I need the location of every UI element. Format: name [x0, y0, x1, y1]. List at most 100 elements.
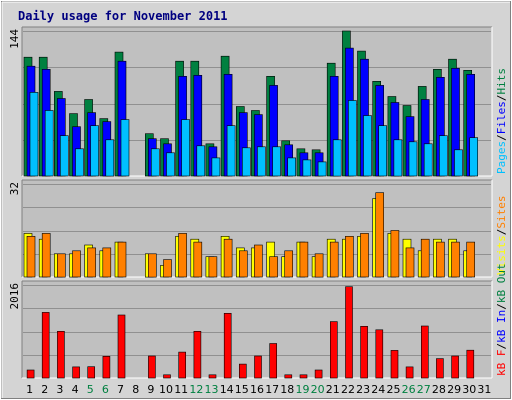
bar-pages-day-9	[151, 148, 160, 177]
x-tick-label: 31	[477, 383, 491, 396]
y-axis-max-label: 144	[8, 29, 21, 49]
bar-kb-f-day-13	[208, 374, 217, 379]
x-tick-label: 25	[387, 383, 401, 396]
bar-kb-f-day-1	[26, 369, 35, 379]
bar-pages-day-29	[454, 149, 463, 177]
bar-sites-day-5	[87, 247, 96, 278]
bar-pages-day-4	[75, 148, 84, 177]
x-tick-label: 17	[265, 383, 279, 396]
x-tick-label: 14	[220, 383, 234, 396]
x-tick-label: 20	[311, 383, 325, 396]
x-tick-label: 10	[159, 383, 173, 396]
bar-sites-day-11	[178, 233, 187, 278]
bar-kb-f-day-30	[466, 349, 475, 379]
x-tick-label: 7	[117, 383, 124, 396]
bar-kb-f-day-25	[390, 350, 399, 379]
bar-pages-day-22	[348, 100, 357, 177]
legend-separator: /	[495, 134, 508, 141]
bar-kb-f-day-24	[375, 329, 384, 379]
bar-kb-f-day-9	[148, 355, 156, 379]
legend-entry: kB In	[495, 310, 508, 343]
bar-pages-day-20	[317, 161, 327, 177]
chart-panels: 144Pages/Files/Hits32Visits/Sites2016kB …	[8, 26, 508, 379]
bar-sites-day-1	[26, 236, 36, 278]
legend-entry: Hits	[495, 68, 508, 95]
bar-pages-day-24	[378, 125, 388, 177]
bar-pages-day-23	[363, 115, 372, 177]
bar-pages-day-15	[242, 147, 251, 177]
bar-sites-day-16	[254, 244, 263, 278]
legend-separator: /	[495, 229, 508, 236]
bar-sites-day-20	[314, 253, 324, 278]
x-tick-label: 5	[87, 383, 94, 396]
bar-kb-f-day-10	[163, 374, 171, 379]
bar-sites-day-21	[329, 241, 339, 278]
bar-sites-day-26	[405, 247, 415, 278]
bar-kb-f-day-23	[360, 325, 368, 379]
bar-pages-day-25	[393, 139, 403, 177]
legend-entry: Files	[495, 101, 508, 134]
bar-sites-day-17	[269, 256, 278, 278]
x-tick-label: 19	[296, 383, 310, 396]
x-axis-labels: 1 2 3 4 5 6 7 8 9 10 11 12 13 14 15 16 17 18 19 20 21 22 23 24 2…	[26, 383, 491, 396]
x-tick-label: 13	[205, 383, 219, 396]
bar-sites-day-10	[163, 259, 172, 278]
legend-separator: /	[495, 303, 508, 310]
bar-sites-day-25	[390, 230, 400, 278]
bar-kb-f-day-4	[72, 366, 80, 379]
bar-sites-day-13	[208, 256, 218, 278]
x-tick-label: 30	[462, 383, 476, 396]
bar-kb-f-day-11	[178, 351, 186, 379]
panel-legend: Visits/Sites	[495, 196, 508, 276]
bar-sites-day-24	[375, 192, 385, 278]
bar-kb-f-day-15	[239, 363, 247, 379]
bar-kb-f-day-17	[269, 343, 278, 379]
bar-sites-day-14	[223, 238, 233, 278]
bar-pages-day-2	[44, 110, 54, 177]
legend-entry: Pages	[495, 141, 508, 174]
bar-kb-f-day-6	[102, 355, 111, 379]
x-tick-label: 6	[102, 383, 109, 396]
bar-pages-day-1	[29, 92, 39, 177]
bar-kb-f-day-22	[345, 286, 353, 379]
bar-pages-day-5	[90, 125, 99, 177]
bar-pages-day-12	[196, 145, 206, 177]
bar-pages-day-10	[166, 152, 175, 177]
bar-sites-day-3	[56, 253, 66, 278]
bar-kb-f-day-12	[193, 330, 202, 379]
x-tick-label: 27	[417, 383, 431, 396]
bar-pages-day-11	[181, 119, 190, 177]
bar-pages-day-3	[59, 135, 69, 177]
x-tick-label: 23	[356, 383, 370, 396]
bar-sites-day-27	[420, 238, 430, 278]
x-tick-label: 2	[41, 383, 48, 396]
bar-pages-day-13	[211, 157, 221, 177]
bar-sites-day-6	[102, 247, 112, 278]
x-tick-label: 29	[447, 383, 461, 396]
bar-sites-day-28	[436, 241, 445, 278]
bar-sites-day-29	[451, 241, 460, 278]
bar-sites-day-12	[193, 241, 203, 278]
chart-title: Daily usage for November 2011	[18, 9, 228, 23]
bar-sites-day-7	[117, 241, 127, 278]
x-tick-label: 21	[326, 383, 340, 396]
bar-kb-f-day-7	[117, 314, 126, 379]
bar-sites-day-4	[72, 250, 81, 278]
x-tick-label: 3	[56, 383, 63, 396]
bar-kb-f-day-27	[420, 325, 429, 379]
bar-kb-f-day-18	[284, 374, 293, 379]
bar-pages-day-30	[469, 137, 479, 177]
legend-entry: Visits	[495, 235, 508, 275]
panel-legend: Pages/Files/Hits	[495, 68, 508, 174]
bar-sites-day-22	[345, 236, 354, 278]
bar-sites-day-15	[239, 250, 248, 278]
bar-kb-f-day-16	[254, 355, 262, 379]
panel-legend: kB F/kB In/kB Out	[495, 263, 508, 376]
bar-kb-f-day-26	[405, 366, 414, 379]
legend-entry: kB F	[495, 350, 508, 377]
bar-sites-day-30	[466, 241, 476, 278]
bar-kb-f-day-3	[57, 330, 65, 379]
